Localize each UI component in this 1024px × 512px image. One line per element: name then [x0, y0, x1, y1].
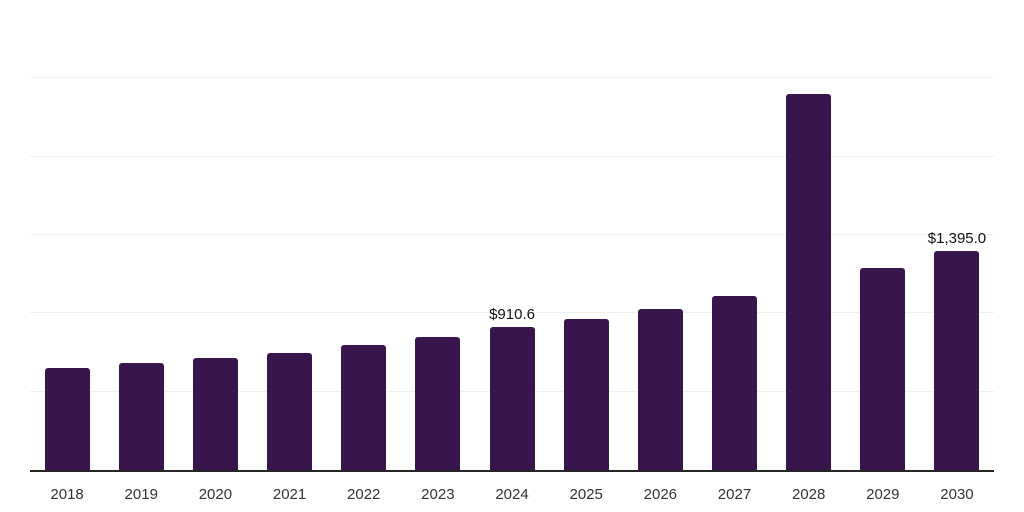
x-tick-label-2024: 2024: [495, 486, 529, 503]
bar-slot-2025: [549, 0, 623, 470]
bar-2026: [637, 308, 683, 470]
bar-2018: [44, 368, 90, 470]
x-axis-labels: 2018 2019 2020 2021 2022 2023 2024 2025 2026 2027…: [30, 474, 994, 512]
bar-2027: [711, 296, 757, 470]
bar-2019: [118, 363, 164, 470]
bar-slot-2023: [401, 0, 475, 470]
bars-row: $910.6 $1,395.0: [30, 0, 994, 470]
bar-2029: [860, 267, 906, 470]
bar-value-label-2030: $1,395.0: [927, 230, 987, 248]
x-tick-label-2030: 2030: [940, 486, 974, 503]
bar-slot-2020: [178, 0, 252, 470]
x-tick-label-2019: 2019: [124, 486, 158, 503]
bar-2022: [341, 344, 387, 470]
bar-slot-2021: [252, 0, 326, 470]
bar-2025: [563, 318, 609, 470]
bar-2023: [415, 336, 461, 470]
bar-2024: [489, 327, 535, 470]
x-tick-label-2020: 2020: [198, 486, 233, 503]
bar-slot-2022: [327, 0, 401, 470]
bar-slot-2019: [104, 0, 178, 470]
bar-slot-2028: [772, 0, 846, 470]
bar-slot-2026: [623, 0, 697, 470]
x-tick-label-2028: 2028: [791, 486, 826, 503]
x-tick-label-2029: 2029: [866, 486, 900, 503]
bar-slot-2029: [846, 0, 920, 470]
bar-2021: [267, 352, 313, 470]
bar-slot-2030: $1,395.0: [920, 0, 994, 470]
x-tick-label-2026: 2026: [643, 486, 678, 503]
bar-2028: [786, 94, 832, 470]
x-tick-label-2021: 2021: [272, 486, 307, 503]
grid-line: [30, 312, 994, 314]
grid-line: [30, 77, 994, 79]
bar-slot-2024: $910.6: [475, 0, 549, 470]
x-tick-label-2023: 2023: [421, 486, 455, 503]
x-tick-label-2018: 2018: [50, 486, 84, 503]
grid-line: [30, 155, 994, 157]
bar-slot-2018: [30, 0, 104, 470]
x-tick-label-2022: 2022: [347, 486, 381, 503]
x-tick-label-2025: 2025: [569, 486, 603, 503]
bar-slot-2027: [697, 0, 771, 470]
grid-line: [30, 234, 994, 235]
bar-2030: [934, 251, 980, 470]
x-tick-label-2027: 2027: [717, 486, 752, 503]
bar-2020: [192, 357, 238, 470]
plot-area: $910.6 $1,395.0: [30, 0, 994, 472]
bar-value-label-2024: $910.6: [489, 306, 535, 324]
